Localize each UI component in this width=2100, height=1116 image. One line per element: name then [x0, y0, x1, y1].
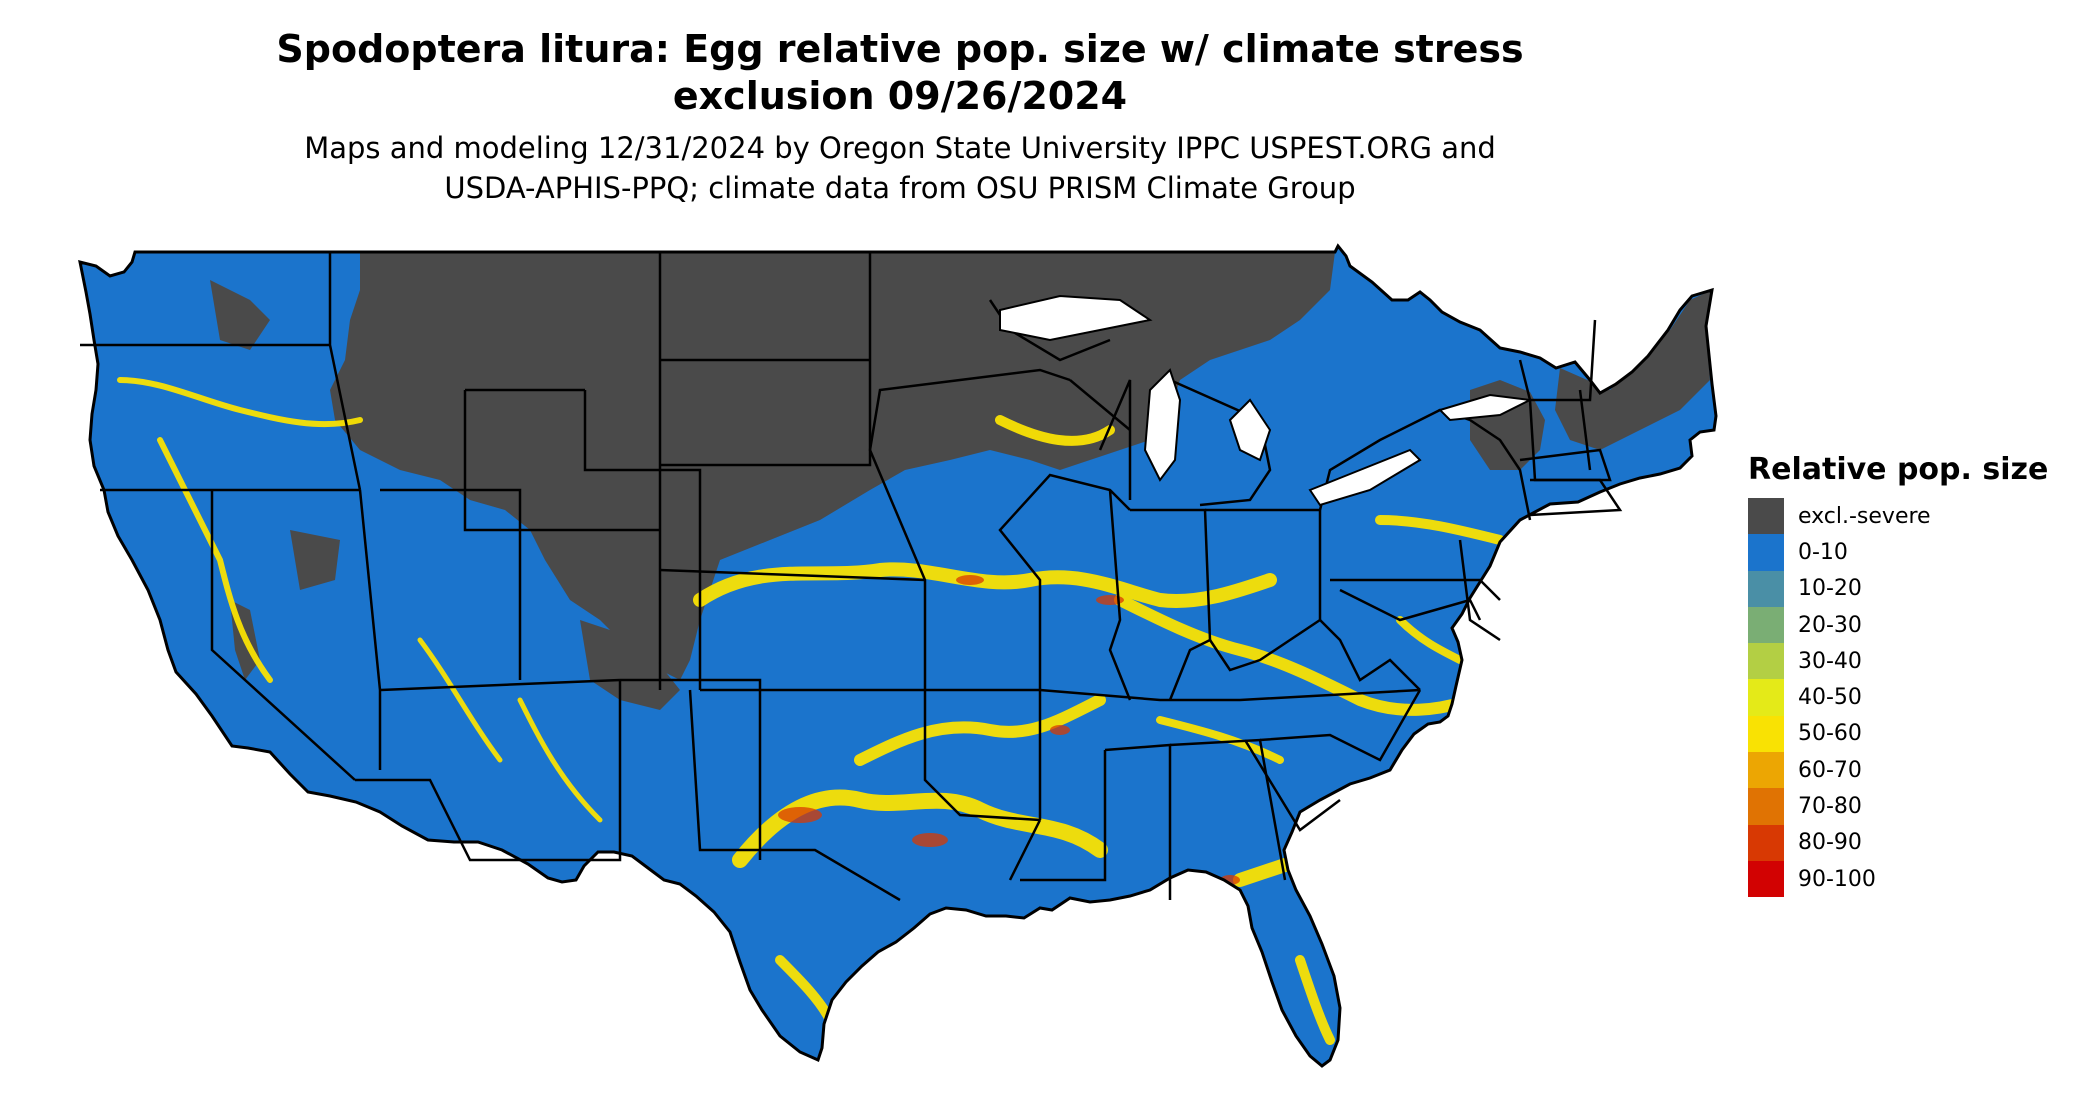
legend-swatch — [1748, 498, 1784, 535]
lake-huron — [1228, 398, 1272, 462]
legend-item: excl.-severe — [1748, 498, 2048, 535]
legend-label: 50-60 — [1798, 721, 1862, 747]
lake-superior — [999, 294, 1153, 342]
map-subtitle: Maps and modeling 12/31/2024 by Oregon S… — [150, 128, 1650, 208]
legend-item: 50-60 — [1748, 715, 2048, 753]
map-title: Spodoptera litura: Egg relative pop. siz… — [150, 26, 1650, 120]
subtitle-line-1: Maps and modeling 12/31/2024 by Oregon S… — [304, 131, 1496, 165]
legend-swatch — [1748, 824, 1784, 861]
legend-item: 30-40 — [1748, 643, 2048, 680]
great-lakes — [999, 294, 1534, 507]
title-line-1: Spodoptera litura: Egg relative pop. siz… — [276, 27, 1524, 71]
legend-items: excl.-severe 0-10 10-20 20-30 30-40 40-50 50-6… — [1748, 498, 2048, 898]
legend-swatch — [1748, 606, 1784, 644]
legend-swatch — [1748, 715, 1784, 753]
legend-item: 80-90 — [1748, 824, 2048, 861]
title-line-2: exclusion 09/26/2024 — [672, 74, 1128, 118]
legend-swatch — [1748, 860, 1784, 898]
legend-swatch — [1748, 679, 1784, 716]
legend-title: Relative pop. size — [1748, 452, 2049, 487]
legend-label: excl.-severe — [1798, 503, 1931, 529]
legend-item: 60-70 — [1748, 752, 2048, 789]
lake-ontario — [1438, 393, 1534, 422]
legend-label: 60-70 — [1798, 757, 1862, 783]
legend-swatch — [1748, 788, 1784, 825]
legend-label: 10-20 — [1798, 576, 1862, 602]
legend-swatch — [1748, 643, 1784, 680]
legend-label: 0-10 — [1798, 539, 1848, 565]
legend-label: 20-30 — [1798, 612, 1862, 638]
legend-label: 30-40 — [1798, 648, 1862, 674]
state-borders — [80, 252, 1623, 902]
subtitle-line-2: USDA-APHIS-PPQ; climate data from OSU PR… — [444, 171, 1356, 205]
legend-swatch — [1748, 534, 1784, 571]
legend-label: 90-100 — [1798, 866, 1876, 892]
high-suitability-spots — [778, 575, 1240, 885]
excluded-wyoming-colorado-east — [580, 620, 680, 710]
legend-item: 70-80 — [1748, 788, 2048, 825]
legend-swatch — [1748, 570, 1784, 607]
legend-label: 40-50 — [1798, 685, 1862, 711]
legend-label: 70-80 — [1798, 794, 1862, 820]
excluded-cascades — [210, 280, 270, 350]
legend-item: 0-10 — [1748, 534, 2048, 571]
excluded-great-basin-ranges — [290, 530, 340, 590]
legend-item: 10-20 — [1748, 570, 2048, 607]
legend-item: 40-50 — [1748, 679, 2048, 716]
legend-item: 90-100 — [1748, 860, 2048, 898]
legend: Relative pop. size excl.-severe 0-10 10-20… — [1748, 452, 2049, 898]
legend-swatch — [1748, 752, 1784, 789]
legend-label: 80-90 — [1798, 830, 1862, 856]
lake-michigan — [1143, 368, 1182, 482]
legend-item: 20-30 — [1748, 606, 2048, 644]
lake-erie — [1308, 448, 1422, 507]
